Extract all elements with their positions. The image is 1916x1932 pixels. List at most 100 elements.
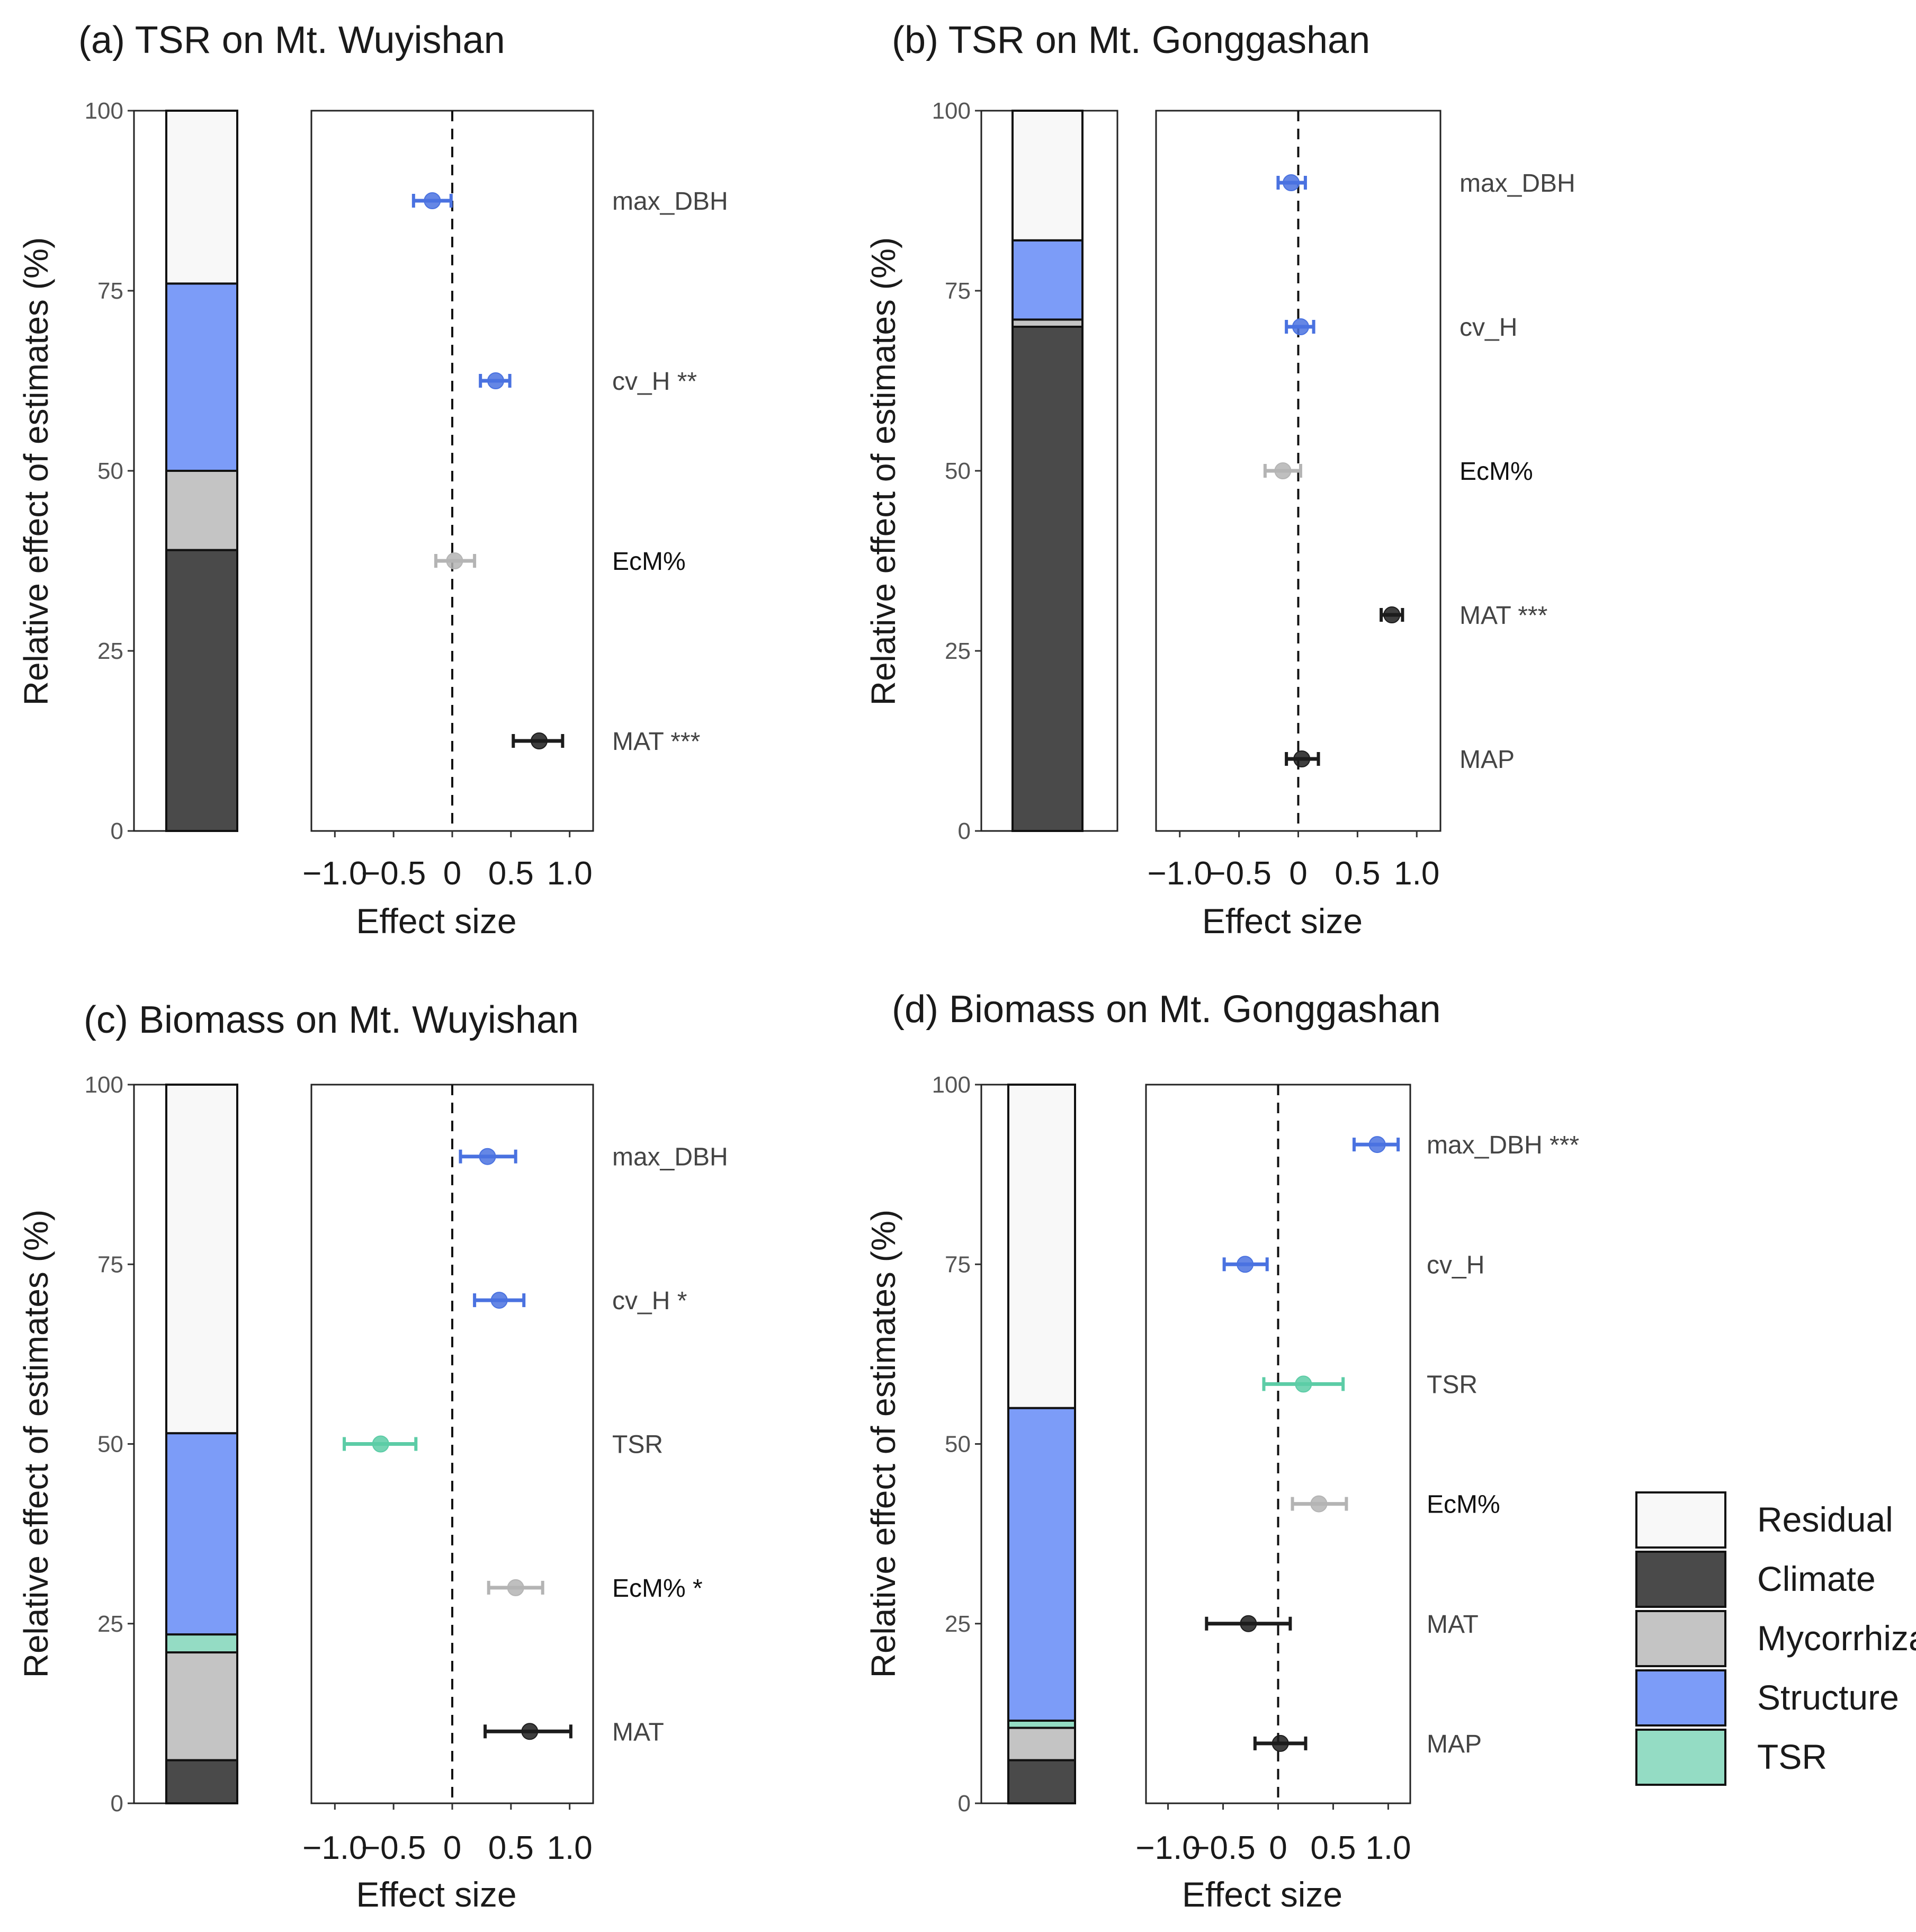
- legend-label: Structure: [1757, 1678, 1899, 1717]
- effect-point: [521, 1723, 539, 1740]
- stack-segment-climate: [1007, 1759, 1076, 1805]
- effect-label: EcM% *: [612, 1575, 703, 1603]
- effect-label: cv_H: [1460, 314, 1517, 342]
- y-axis-label: Relative effect of estimates (%): [864, 1210, 902, 1678]
- stack-segment-tsr: [1007, 1719, 1076, 1729]
- stack-segment-climate: [1011, 326, 1084, 832]
- y-tick-label: 75: [97, 1251, 123, 1277]
- x-tick-label: −1.0: [302, 1830, 367, 1866]
- x-axis-label: Effect size: [1202, 901, 1363, 941]
- effect-label: EcM%: [1427, 1491, 1500, 1519]
- effect-label: MAT: [1427, 1611, 1479, 1639]
- x-tick-label: 0.5: [488, 855, 534, 892]
- effect-label: max_DBH: [1460, 169, 1575, 198]
- effect-label: MAP: [1460, 746, 1515, 774]
- stack-segment-residual: [165, 110, 238, 285]
- effect-point: [1293, 750, 1311, 767]
- y-tick-label: 0: [958, 818, 971, 844]
- effect-point: [490, 1292, 508, 1309]
- legend-key-structure: [1635, 1669, 1726, 1727]
- legend-key-climate: [1635, 1551, 1726, 1608]
- y-tick-label: 75: [945, 278, 971, 304]
- stack-segment-climate: [165, 549, 238, 832]
- legend: Residual Climate Mycorrhiza Structure TSR: [1635, 1491, 1916, 1786]
- x-tick-label: 0.5: [1310, 1830, 1356, 1866]
- x-tick-label: 0.5: [1335, 855, 1380, 892]
- x-tick-label: 0.5: [488, 1830, 534, 1866]
- panel-title: (a) TSR on Mt. Wuyishan: [78, 19, 505, 61]
- y-tick-label: 50: [97, 458, 123, 484]
- y-tick-label: 50: [97, 1432, 123, 1457]
- y-axis-label: Relative effect of estimates (%): [17, 1210, 55, 1678]
- y-tick-label: 100: [85, 98, 123, 124]
- legend-label: Residual: [1757, 1500, 1893, 1539]
- effect-point: [446, 552, 463, 569]
- stack-segment-structure: [165, 1432, 238, 1636]
- stack-segment-residual: [1011, 110, 1084, 241]
- y-tick-label: 25: [97, 638, 123, 664]
- stack-segment-residual: [165, 1084, 238, 1435]
- y-tick-label: 25: [945, 1611, 971, 1637]
- stack-segment-structure: [1011, 239, 1084, 321]
- x-axis-label: Effect size: [356, 1875, 516, 1914]
- panel-title: (b) TSR on Mt. Gonggashan: [892, 19, 1370, 61]
- x-tick-label: −0.5: [361, 1830, 426, 1866]
- x-tick-label: 1.0: [1394, 855, 1439, 892]
- effect-panel-frame: [1145, 1084, 1411, 1804]
- x-tick-label: −0.5: [361, 855, 426, 892]
- x-tick-label: −1.0: [302, 855, 367, 892]
- effect-point: [1240, 1615, 1257, 1632]
- x-tick-label: −0.5: [1206, 855, 1271, 892]
- panel-d: (d) Biomass on Mt. Gonggashan Relative ef…: [864, 988, 1579, 1914]
- legend-label: TSR: [1757, 1737, 1827, 1776]
- effect-label: cv_H: [1427, 1251, 1484, 1279]
- x-tick-label: 0: [443, 1830, 461, 1866]
- stack-segment-mycorrhiza: [165, 470, 238, 551]
- effect-point: [424, 192, 441, 209]
- x-tick-label: −1.0: [1148, 855, 1212, 892]
- effect-point: [507, 1579, 524, 1596]
- stack-segment-mycorrhiza: [1011, 318, 1084, 328]
- x-tick-label: 0: [1269, 1830, 1287, 1866]
- stack-segment-residual: [1007, 1084, 1076, 1409]
- legend-label: Mycorrhiza: [1757, 1618, 1916, 1658]
- x-tick-label: 0: [1289, 855, 1307, 892]
- effect-label: cv_H *: [612, 1287, 687, 1315]
- effect-point: [1383, 606, 1401, 623]
- stack-segment-climate: [165, 1759, 238, 1805]
- y-tick-label: 100: [932, 1072, 971, 1098]
- x-axis-label: Effect size: [1182, 1875, 1342, 1914]
- panel-title: (d) Biomass on Mt. Gonggashan: [892, 988, 1441, 1031]
- effect-point: [1237, 1256, 1254, 1273]
- legend-key-tsr: [1635, 1729, 1726, 1786]
- effect-label: TSR: [612, 1431, 663, 1459]
- effect-point: [1274, 462, 1292, 479]
- y-tick-label: 0: [111, 818, 123, 844]
- effect-label: EcM%: [612, 548, 686, 576]
- x-axis-label: Effect size: [356, 901, 516, 941]
- effect-point: [1292, 318, 1309, 335]
- legend-label: Climate: [1757, 1559, 1876, 1598]
- x-tick-label: −1.0: [1135, 1830, 1200, 1866]
- x-tick-label: 0: [443, 855, 461, 892]
- effect-point: [487, 372, 505, 389]
- legend-key-residual: [1635, 1491, 1726, 1549]
- y-tick-label: 25: [945, 638, 971, 664]
- stack-segment-tsr: [165, 1633, 238, 1654]
- y-tick-label: 50: [945, 1432, 971, 1457]
- panel-a: (a) TSR on Mt. Wuyishan Relative effect o…: [17, 19, 728, 941]
- effect-label: max_DBH: [612, 1143, 728, 1171]
- x-tick-label: 1.0: [1365, 1830, 1411, 1866]
- effect-point: [1310, 1495, 1328, 1513]
- stack-segment-structure: [165, 282, 238, 472]
- y-tick-label: 0: [111, 1791, 123, 1817]
- effect-label: EcM%: [1460, 458, 1533, 486]
- effect-label: max_DBH: [612, 187, 728, 216]
- stack-segment-structure: [1007, 1407, 1076, 1722]
- effect-label: cv_H **: [612, 368, 697, 396]
- effect-label: MAP: [1427, 1730, 1482, 1758]
- panel-c: (c) Biomass on Mt. Wuyishan Relative effe…: [17, 999, 728, 1914]
- y-tick-label: 25: [97, 1611, 123, 1637]
- effect-point: [372, 1435, 389, 1453]
